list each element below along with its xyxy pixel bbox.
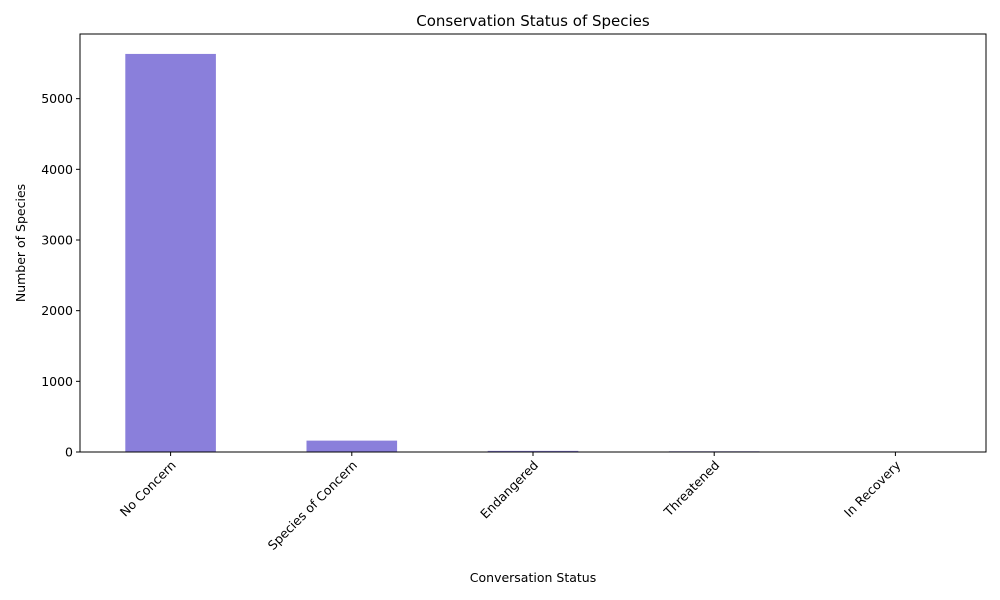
y-tick-label: 4000: [41, 162, 73, 177]
x-axis: No Concern Species of Concern Endangered Th…: [117, 452, 904, 553]
y-tick-label: 0: [65, 445, 73, 460]
y-axis: 0 1000 2000 3000 4000 5000: [41, 91, 80, 460]
y-tick-label: 1000: [41, 374, 73, 389]
y-tick-label: 3000: [41, 232, 73, 247]
x-tick-label: Threatened: [660, 458, 722, 520]
bar-no-concern: [125, 53, 216, 453]
x-axis-label: Conversation Status: [470, 570, 596, 585]
x-tick-label: Endangered: [477, 458, 541, 522]
x-tick-label: No Concern: [117, 458, 179, 520]
chart-title: Conservation Status of Species: [416, 12, 650, 30]
y-tick-label: 5000: [41, 91, 73, 106]
y-tick-label: 2000: [41, 303, 73, 318]
x-tick-label: In Recovery: [841, 457, 904, 520]
plot-frame: [79, 33, 987, 453]
bar-endangered: [487, 450, 579, 452]
y-axis-label: Number of Species: [13, 184, 28, 302]
bar-species-of-concern: [306, 440, 398, 452]
x-tick-label: Species of Concern: [265, 458, 360, 553]
bars-group: [125, 53, 941, 453]
